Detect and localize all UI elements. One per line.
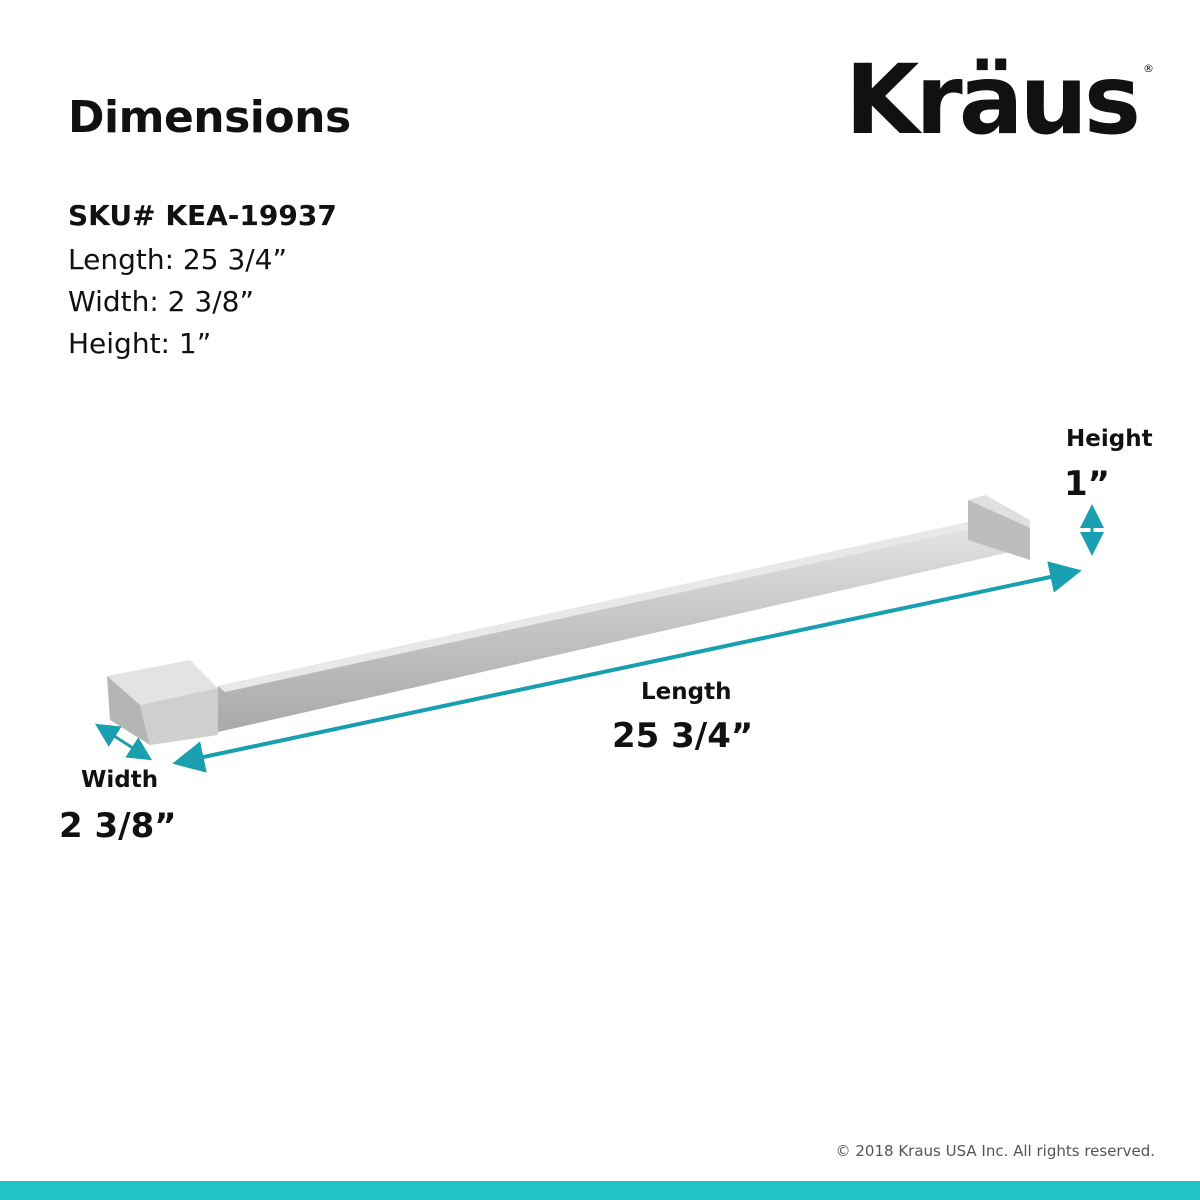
- length-arrow: [172, 561, 1082, 773]
- length-value: 25 3/4”: [612, 716, 754, 756]
- registered-mark: ®: [1143, 62, 1154, 75]
- height-label: Height: [1066, 426, 1153, 452]
- height-value: 1”: [1064, 464, 1111, 504]
- towel-bar: [107, 495, 1030, 745]
- width-value: 2 3/8”: [59, 806, 177, 846]
- width-arrow: [94, 723, 153, 761]
- accent-bar: [0, 1181, 1200, 1200]
- width-spec: Width: 2 3/8”: [68, 285, 254, 318]
- kraus-logo: Kräus: [845, 44, 1141, 156]
- length-label: Length: [641, 679, 732, 705]
- height-spec: Height: 1”: [68, 327, 212, 360]
- copyright: © 2018 Kraus USA Inc. All rights reserve…: [835, 1142, 1155, 1160]
- page-title: Dimensions: [68, 92, 351, 143]
- width-label: Width: [81, 767, 159, 793]
- length-spec: Length: 25 3/4”: [68, 243, 288, 276]
- sku-text: SKU# KEA-19937: [68, 199, 337, 232]
